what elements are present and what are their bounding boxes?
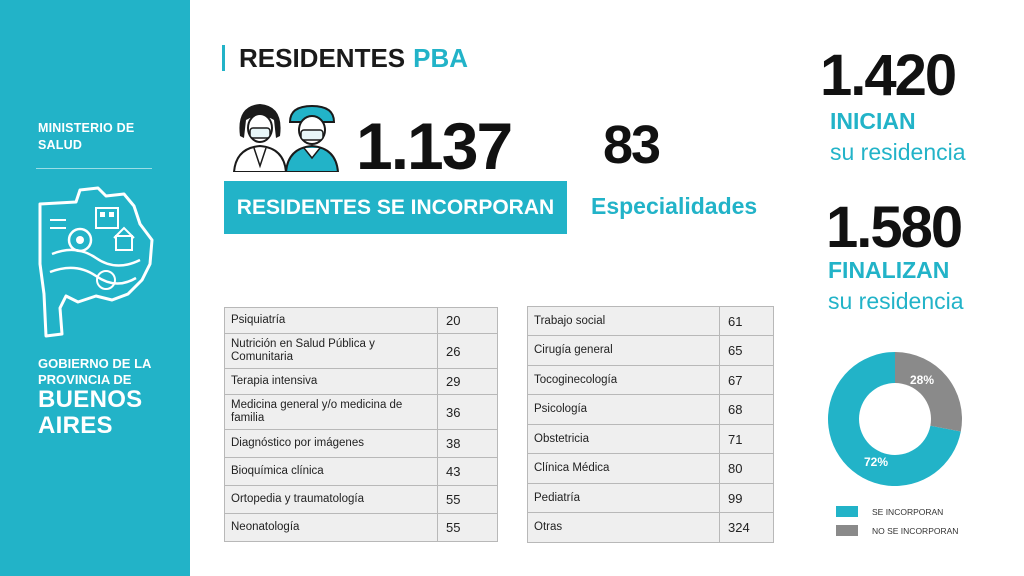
specialty-count: 61: [719, 306, 774, 336]
table-row: Psiquiatría 20: [224, 307, 498, 334]
specialty-name: Neonatología: [224, 513, 438, 542]
specialties-table-right: Trabajo social 61 Cirugía general 65 Tocogin…: [527, 306, 774, 543]
specialty-name: Tocoginecología: [527, 365, 720, 395]
medical-residents-icon: [232, 104, 340, 172]
specialty-count: 29: [437, 368, 498, 395]
specialty-name: Nutrición en Salud Pública y Comunitaria: [224, 333, 438, 369]
specialty-count: 55: [437, 513, 498, 542]
specialty-count: 20: [437, 307, 498, 334]
specialty-name: Psicología: [527, 394, 720, 425]
specialties-table-left: Psiquiatría 20 Nutrición en Salud Pública …: [224, 307, 498, 542]
specialty-count: 26: [437, 333, 498, 369]
province-map-icon: [38, 186, 154, 338]
residents-count: 1.137: [356, 109, 513, 183]
specialty-count: 71: [719, 424, 774, 454]
table-row: Nutrición en Salud Pública y Comunitaria…: [224, 333, 498, 369]
specialty-name: Trabajo social: [527, 306, 720, 336]
specialty-count: 55: [437, 485, 498, 514]
donut-label-no-se-incorporan: 28%: [910, 373, 934, 387]
finish-sub: su residencia: [828, 288, 964, 314]
title-main: RESIDENTES: [239, 42, 406, 73]
legend-label-no-se-incorporan: NO SE INCORPORAN: [872, 525, 959, 536]
specialty-count: 80: [719, 453, 774, 484]
gov-line-3: BUENOS: [38, 386, 143, 413]
table-row: Cirugía general 65: [527, 335, 774, 366]
specialty-name: Pediatría: [527, 483, 720, 513]
table-row: Ortopedia y traumatología 55: [224, 485, 498, 514]
legend-label-se-incorporan: SE INCORPORAN: [872, 506, 944, 517]
specialty-count: 67: [719, 365, 774, 395]
table-row: Otras 324: [527, 512, 774, 543]
legend-item-no-se-incorporan: NO SE INCORPORAN: [836, 525, 958, 536]
specialty-name: Obstetricia: [527, 424, 720, 454]
gov-line-2: PROVINCIA DE: [38, 372, 132, 387]
specialty-count: 324: [719, 512, 774, 543]
specialty-name: Ortopedia y traumatología: [224, 485, 438, 514]
donut-label-se-incorporan: 72%: [864, 455, 888, 469]
gov-line-4: AIRES: [38, 412, 113, 439]
specialty-count: 65: [719, 335, 774, 366]
specialty-name: Terapia intensiva: [224, 368, 438, 395]
table-row: Pediatría 99: [527, 483, 774, 513]
specialty-name: Clínica Médica: [527, 453, 720, 484]
table-row: Neonatología 55: [224, 513, 498, 542]
donut-hole: [859, 383, 931, 455]
table-row: Obstetricia 71: [527, 424, 774, 454]
specialties-label: Especialidades: [591, 193, 758, 219]
title-accent-bar: [222, 45, 225, 71]
table-row: Diagnóstico por imágenes 38: [224, 429, 498, 458]
table-row: Tocoginecología 67: [527, 365, 774, 395]
start-label: INICIAN: [830, 108, 916, 134]
page-title: RESIDENTES PBA: [222, 42, 469, 73]
specialty-name: Diagnóstico por imágenes: [224, 429, 438, 458]
sidebar-divider: [36, 168, 152, 169]
specialty-name: Medicina general y/o medicina de familia: [224, 394, 438, 430]
gov-line-1: GOBIERNO DE LA: [38, 356, 152, 371]
specialty-count: 36: [437, 394, 498, 430]
sidebar: MINISTERIO DE SALUD GOBIERNO DE LA PROVI…: [0, 0, 190, 576]
specialties-count: 83: [603, 115, 661, 175]
legend-swatch-se-incorporan: [836, 506, 858, 517]
legend-item-se-incorporan: SE INCORPORAN: [836, 506, 943, 517]
ministry-line-1: MINISTERIO DE: [38, 121, 135, 135]
start-count: 1.420: [820, 43, 957, 108]
start-sub: su residencia: [830, 139, 966, 165]
residents-banner: RESIDENTES SE INCORPORAN: [224, 181, 567, 234]
table-row: Medicina general y/o medicina de familia…: [224, 394, 498, 430]
specialty-count: 38: [437, 429, 498, 458]
specialty-count: 68: [719, 394, 774, 425]
specialty-name: Psiquiatría: [224, 307, 438, 334]
incorporation-donut-chart: 72% 28%: [828, 352, 962, 486]
title-accent: PBA: [413, 42, 469, 73]
finish-count: 1.580: [826, 195, 963, 260]
specialty-name: Otras: [527, 512, 720, 543]
table-row: Trabajo social 61: [527, 306, 774, 336]
table-row: Terapia intensiva 29: [224, 368, 498, 395]
specialty-count: 43: [437, 457, 498, 486]
specialty-name: Cirugía general: [527, 335, 720, 366]
table-row: Psicología 68: [527, 394, 774, 425]
table-row: Bioquímica clínica 43: [224, 457, 498, 486]
ministry-line-2: SALUD: [38, 138, 83, 152]
legend-swatch-no-se-incorporan: [836, 525, 858, 536]
table-row: Clínica Médica 80: [527, 453, 774, 484]
specialty-count: 99: [719, 483, 774, 513]
finish-label: FINALIZAN: [828, 257, 950, 283]
specialty-name: Bioquímica clínica: [224, 457, 438, 486]
